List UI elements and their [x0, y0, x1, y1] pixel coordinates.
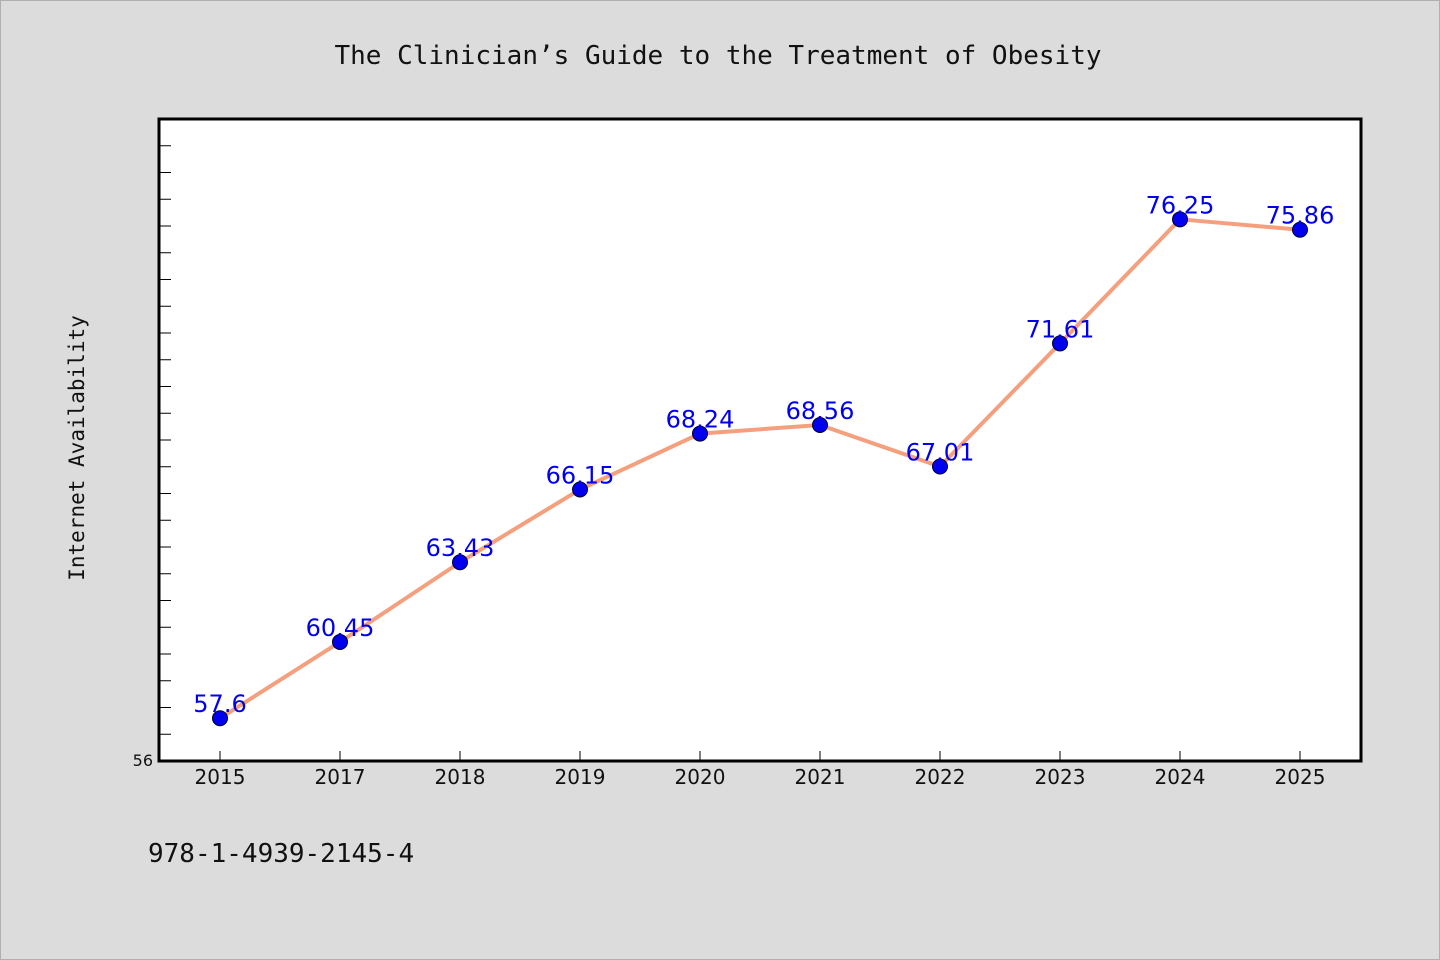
x-axis-ticks: 2015 2017 2018 2019 2020 2021 2022 2023 2024 2025 — [195, 751, 1326, 789]
data-label: 76.25 — [1146, 191, 1215, 219]
data-point — [572, 481, 588, 498]
x-tick-label: 2022 — [915, 765, 966, 789]
data-point — [452, 554, 468, 571]
data-point — [1052, 335, 1068, 352]
y-axis-label: Internet Availability — [65, 315, 89, 581]
x-tick-label: 2015 — [195, 765, 246, 789]
data-labels-group: 57.6 60.45 63.43 66.15 68.24 68.56 67.01 71.61 7… — [193, 191, 1334, 718]
data-label: 66.15 — [546, 461, 615, 489]
x-tick-label: 2024 — [1155, 765, 1206, 789]
data-point — [1172, 211, 1188, 228]
data-point — [812, 417, 828, 434]
data-label: 71.61 — [1026, 315, 1095, 343]
y-axis-ticks: 56 — [133, 118, 171, 770]
data-label: 67.01 — [906, 438, 975, 466]
chart-title: The Clinician’s Guide to the Treatment o… — [334, 41, 1101, 71]
isbn-text: 978-1-4939-2145-4 — [148, 839, 414, 869]
x-tick-label: 2023 — [1035, 765, 1086, 789]
series-line — [218, 217, 1301, 720]
data-label: 60.45 — [306, 614, 375, 642]
data-point — [212, 710, 228, 727]
x-tick-label: 2019 — [555, 765, 606, 789]
x-tick-label: 2025 — [1275, 765, 1326, 789]
data-label: 63.43 — [426, 534, 495, 562]
x-tick-label: 2018 — [435, 765, 486, 789]
y-tick-label: 56 — [133, 751, 153, 770]
series-group — [212, 211, 1308, 727]
data-point — [332, 633, 348, 650]
data-point — [692, 425, 708, 442]
x-tick-label: 2017 — [315, 765, 366, 789]
plot-area — [157, 117, 1363, 763]
data-point — [1292, 221, 1308, 238]
data-label: 68.56 — [786, 397, 855, 425]
x-tick-label: 2021 — [795, 765, 846, 789]
data-point — [932, 458, 948, 475]
data-label: 68.24 — [666, 406, 735, 434]
data-label: 57.6 — [193, 690, 246, 718]
data-label: 75.86 — [1266, 202, 1335, 230]
x-tick-label: 2020 — [675, 765, 726, 789]
